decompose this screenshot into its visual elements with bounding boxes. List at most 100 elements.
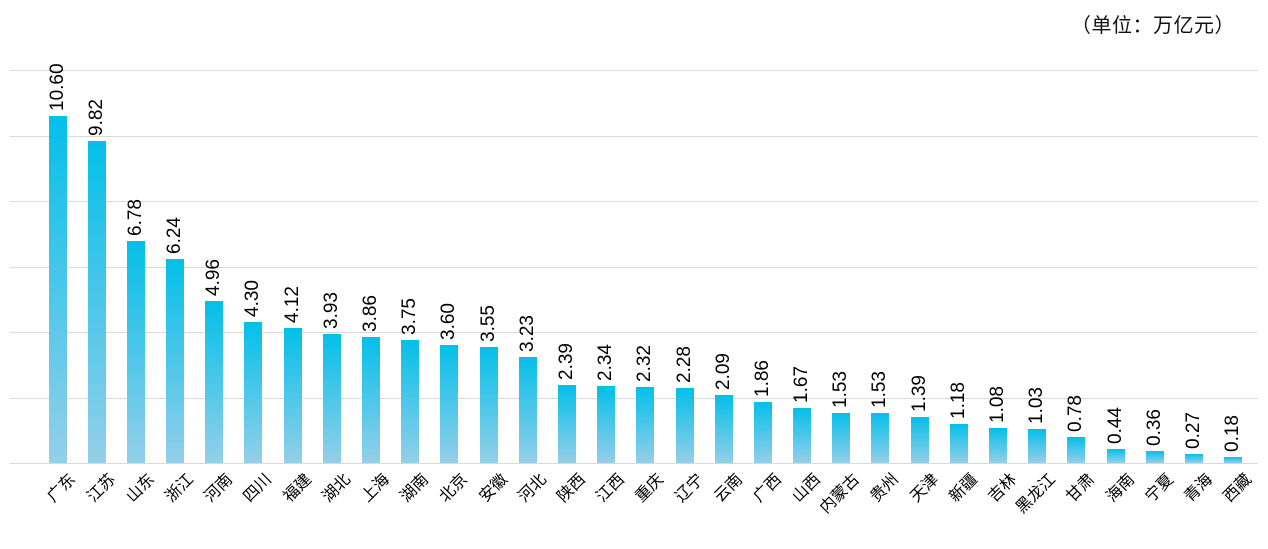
category-label: 山东 (123, 471, 158, 506)
category-label: 宁夏 (1142, 471, 1177, 506)
category-label: 广东 (44, 471, 80, 506)
category-label: 辽宁 (671, 471, 707, 506)
value-label: 0.78 (1065, 395, 1087, 433)
category-label: 湖南 (397, 471, 433, 506)
value-label: 2.34 (595, 344, 617, 382)
value-label: 1.08 (987, 385, 1009, 423)
value-label: 2.09 (712, 352, 734, 390)
value-label: 4.30 (242, 280, 264, 318)
value-label: 6.24 (164, 216, 186, 254)
category-label: 上海 (358, 471, 394, 506)
category-label: 安徽 (475, 471, 511, 506)
value-label: 1.18 (947, 382, 969, 420)
category-label: 西藏 (1220, 471, 1256, 506)
bar (87, 141, 106, 463)
bar (1185, 454, 1203, 463)
bar (714, 394, 733, 463)
value-label: 1.67 (791, 366, 813, 404)
bar (753, 402, 772, 463)
value-label: 3.93 (320, 292, 342, 330)
value-label: 1.53 (830, 370, 852, 408)
bar (283, 328, 302, 463)
bar (1067, 437, 1086, 463)
category-label: 重庆 (632, 471, 668, 506)
bar (244, 322, 263, 463)
category-label: 江苏 (84, 471, 119, 506)
gridline (10, 332, 1258, 333)
bar (597, 386, 616, 463)
bar (518, 357, 537, 463)
bar (871, 412, 890, 463)
category-label: 湖北 (319, 471, 354, 506)
bar (1145, 451, 1164, 463)
bar (557, 384, 576, 463)
category-label: 内蒙古 (817, 471, 864, 517)
bar (636, 387, 655, 463)
bar (832, 412, 851, 463)
gridline (10, 135, 1258, 137)
bar (989, 427, 1008, 463)
gridline (10, 397, 1258, 399)
category-label: 新疆 (946, 471, 981, 506)
value-label: 3.55 (477, 304, 499, 342)
bar (322, 334, 341, 463)
value-label: 1.03 (1026, 387, 1048, 425)
category-label: 四川 (240, 471, 276, 506)
bar (1028, 429, 1047, 463)
category-label: 海南 (1103, 471, 1138, 506)
value-label: 0.36 (1143, 409, 1165, 447)
category-label: 河北 (515, 471, 550, 506)
value-label: 3.75 (399, 298, 421, 336)
bar (126, 240, 145, 463)
gridline (10, 201, 1258, 202)
gridline (10, 70, 1258, 71)
bar (362, 336, 381, 463)
value-label: 1.39 (908, 375, 930, 413)
unit-label: （单位：万亿元） (1071, 15, 1235, 37)
category-label: 河南 (201, 471, 237, 506)
value-label: 0.44 (1104, 406, 1126, 444)
gridline (10, 463, 1258, 464)
category-label: 江西 (593, 471, 629, 506)
value-label: 2.28 (673, 346, 695, 384)
category-label: 浙江 (162, 471, 198, 506)
value-label: 4.96 (203, 258, 225, 296)
bar (440, 345, 459, 463)
category-label: 北京 (436, 471, 472, 506)
bar (1106, 448, 1125, 463)
category-label: 贵州 (867, 471, 903, 506)
bar (205, 300, 224, 463)
value-label: 2.39 (555, 342, 577, 380)
bar (401, 340, 420, 463)
value-label: 0.27 (1183, 412, 1204, 450)
bar (166, 258, 185, 463)
bar (949, 424, 968, 463)
bar (910, 417, 929, 463)
value-label: 2.32 (634, 345, 656, 383)
value-label: 4.12 (281, 286, 303, 324)
category-label: 天津 (907, 471, 942, 506)
value-label: 9.82 (85, 99, 107, 137)
bar (675, 388, 694, 463)
value-label: 1.86 (751, 360, 773, 398)
category-label: 福建 (280, 471, 315, 506)
value-label: 10.60 (46, 63, 68, 111)
value-label: 1.53 (869, 370, 891, 408)
category-label: 广西 (750, 471, 785, 506)
bar (48, 115, 67, 463)
value-label: 3.86 (360, 294, 382, 332)
value-label: 6.78 (124, 198, 146, 236)
value-label: 3.23 (516, 315, 538, 353)
category-label: 陕西 (554, 471, 590, 506)
value-label: 0.18 (1222, 415, 1244, 453)
category-label: 云南 (711, 471, 746, 506)
bar (479, 346, 498, 463)
category-label: 甘肃 (1063, 471, 1099, 506)
category-label: 黑龙江 (1013, 471, 1060, 517)
bar (793, 408, 812, 463)
value-label: 3.60 (438, 303, 460, 341)
category-label: 青海 (1181, 471, 1217, 506)
bar (1224, 457, 1243, 463)
